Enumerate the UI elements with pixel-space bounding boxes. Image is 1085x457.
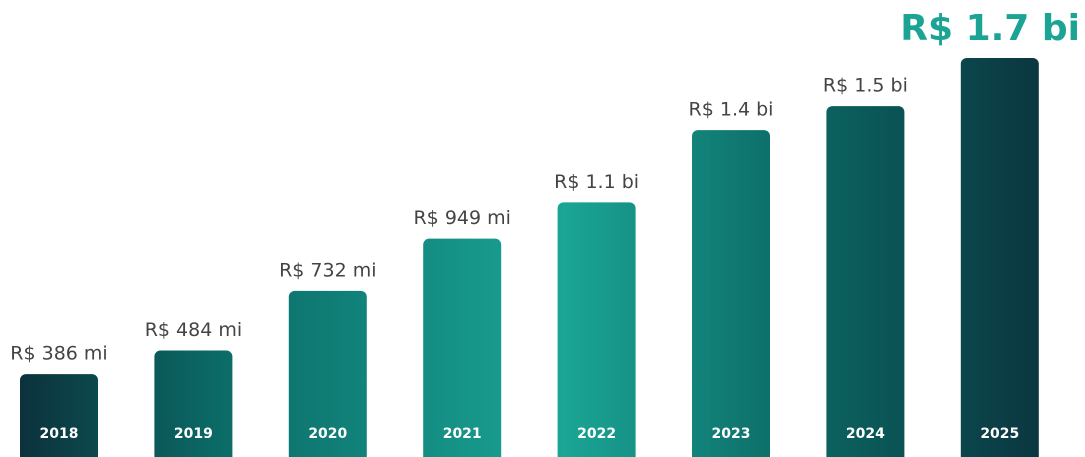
year-label: 2019 [174,426,213,442]
year-label: 2025 [980,426,1019,442]
year-label: 2022 [577,426,616,442]
bar [557,202,636,457]
bar [20,374,98,457]
value-label: R$ 1.1 bi [554,171,639,193]
bar [692,130,770,457]
bar [288,290,367,457]
year-label: 2021 [443,426,482,442]
value-label: R$ 1.4 bi [689,99,774,121]
year-label: 2018 [40,426,79,442]
bar [154,350,233,457]
value-label: R$ 949 mi [413,207,510,229]
bar [960,58,1039,457]
value-label: R$ 484 mi [145,319,242,341]
value-label: R$ 732 mi [279,259,376,281]
value-label: R$ 386 mi [10,343,107,365]
value-label: R$ 1.7 bi [900,8,1080,49]
year-label: 2020 [308,426,347,442]
bar [826,106,905,457]
bar [423,238,502,457]
value-label: R$ 1.5 bi [823,75,908,97]
year-label: 2023 [712,426,751,442]
year-label: 2024 [846,426,885,442]
